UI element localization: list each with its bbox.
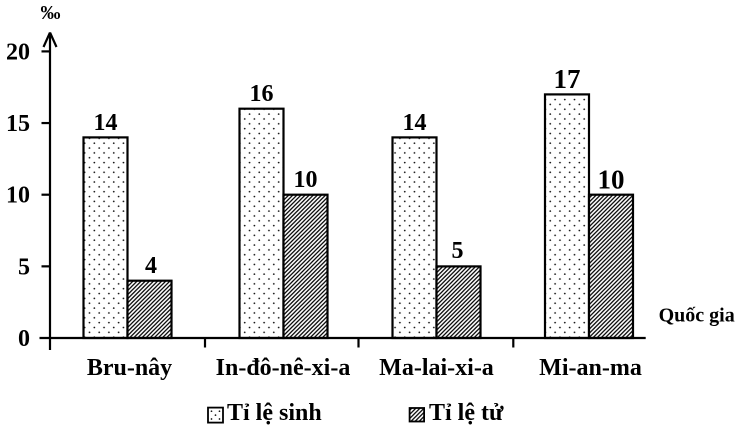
svg-text:15: 15 <box>6 111 30 137</box>
svg-text:14: 14 <box>403 110 427 136</box>
svg-text:Tỉ lệ sinh: Tỉ lệ sinh <box>227 400 322 426</box>
svg-text:16: 16 <box>250 81 274 107</box>
svg-text:Quốc gia: Quốc gia <box>659 305 735 327</box>
svg-text:Ma-lai-xi-a: Ma-lai-xi-a <box>379 355 494 381</box>
svg-text:20: 20 <box>6 39 30 65</box>
svg-text:In-đô-nê-xi-a: In-đô-nê-xi-a <box>216 355 351 381</box>
svg-text:5: 5 <box>18 254 30 280</box>
svg-text:‰: ‰ <box>41 2 61 24</box>
svg-text:0: 0 <box>18 326 30 352</box>
svg-text:10: 10 <box>294 167 318 193</box>
svg-text:5: 5 <box>452 238 464 264</box>
svg-text:10: 10 <box>6 183 30 209</box>
svg-text:17: 17 <box>554 64 581 94</box>
svg-text:Tỉ lệ tử: Tỉ lệ tử <box>429 400 504 426</box>
svg-text:4: 4 <box>145 253 157 279</box>
svg-text:Mi-an-ma: Mi-an-ma <box>539 355 642 381</box>
svg-text:10: 10 <box>598 164 625 194</box>
svg-text:Bru-nây: Bru-nây <box>87 355 172 381</box>
svg-text:14: 14 <box>94 110 118 136</box>
